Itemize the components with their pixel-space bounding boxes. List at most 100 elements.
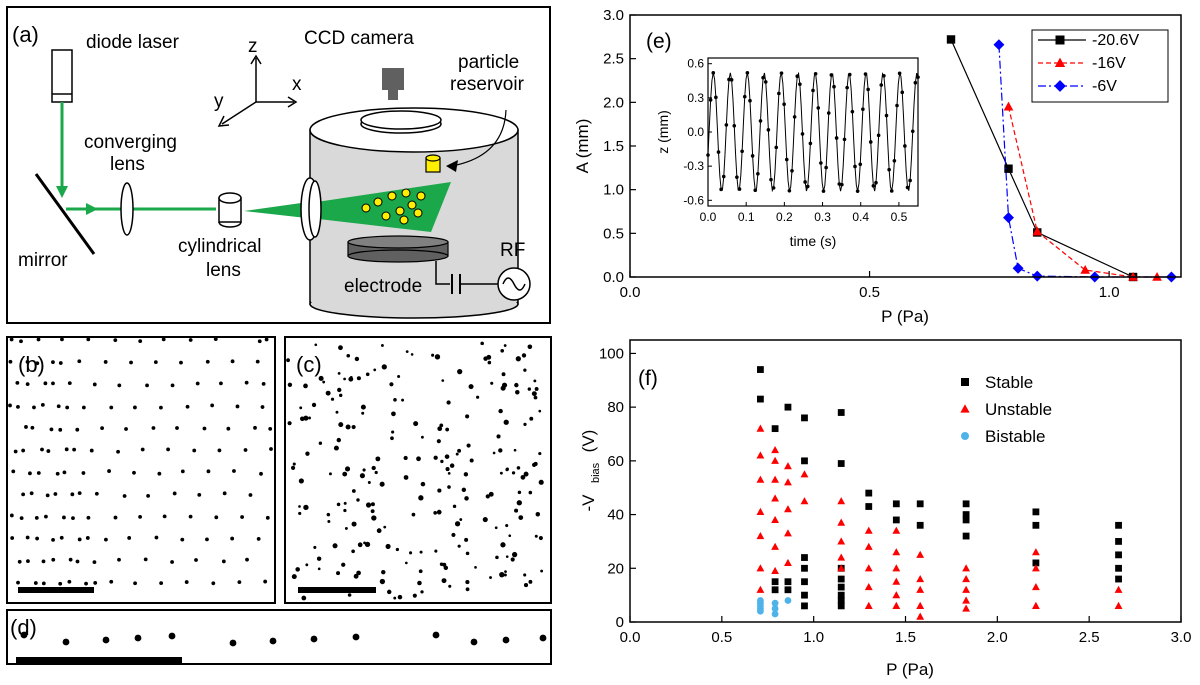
chart-f-point [1032,508,1040,516]
crystal-particle [133,581,137,586]
chart-f-point [837,537,846,545]
chart-e-inset-frame [707,57,919,207]
inset-point [905,185,910,190]
chart-f-point [771,515,780,524]
liquid-particle [508,534,512,538]
crystal-particle [62,515,66,520]
liquid-particle [343,377,346,381]
chart-f-point [916,612,925,620]
crystal-particle [221,559,226,564]
chart-f-point [1032,521,1040,529]
liquid-particle [367,481,371,484]
liquid-particle [364,541,371,548]
chart-f-point [962,532,970,540]
chart-f-point [1031,564,1040,572]
chart-f-point [756,507,765,515]
chart-f-point [801,578,808,586]
chart-f-plot-frame [629,339,1182,623]
inset-point [716,150,721,154]
inset-point [784,157,789,162]
inset-point [887,167,891,172]
crystal-particle [86,337,91,342]
chart-f-point [801,602,808,610]
liquid-particle [393,596,397,600]
chart-f-point [801,591,808,599]
chart-e-point [1032,226,1043,236]
inset-point [866,87,870,92]
crystal-particle [92,382,97,387]
panel-a-schematic: (a) diode laser CCD camera z x y particl… [12,22,531,319]
liquid-particle [365,372,370,377]
liquid-particle [527,344,533,350]
liquid-particle [434,549,438,553]
chart-e-xtick-label: 0.0 [620,284,641,301]
crystal-particle [30,425,35,430]
legend-f-series-3: Bistable [985,427,1045,446]
liquid-particle [494,526,498,530]
liquid-particle [518,515,524,520]
crystal-particle [81,405,86,410]
chart-f-point [801,554,808,561]
crystal-particle [124,427,128,431]
liquid-particle [339,393,343,398]
liquid-particle [482,516,488,523]
crystal-particle [237,580,242,585]
crystal-particle [72,447,77,452]
chart-e-series-line [1007,106,1158,278]
chart-e-xlabel: P (Pa) [881,307,929,326]
crystal-particle [230,359,235,364]
chart-e-inset: 0.0 0.1 0.2 0.3 0.4 0.5 -0.6 -0.3 0.0 0.3 0.6 time… [655,57,920,249]
chart-f-ylabel-sub: bias [590,462,602,483]
chart-f-point [1115,551,1122,559]
crystal-particle [235,404,240,409]
inset-point [847,72,852,77]
liquid-particle [326,512,331,517]
reservoir-pointer-arrow [451,109,507,167]
chart-f-point [864,564,873,572]
liquid-particle [465,587,470,592]
crystal-particle [132,470,136,475]
liquid-particle [445,467,450,472]
chain-particle [229,639,237,647]
liquid-particle [492,451,496,455]
crystal-particle [40,447,44,452]
panel-f-label: (f) [638,367,658,390]
liquid-particle [523,422,527,426]
crystal-particle [188,338,193,342]
crystal-particle [36,471,41,475]
cylindrical-lens-label-2: lens [206,260,241,281]
liquid-particle [418,495,424,501]
crystal-particle [64,447,69,452]
crystal-particle [43,381,48,386]
liquid-particle [295,567,300,572]
chart-f-ylabel-main: -V [579,494,598,512]
inset-point [763,80,768,84]
chain-particle [432,631,440,639]
chart-f-xtick-label: 1.5 [895,629,916,646]
crystal-particle [19,516,24,521]
chart-f-point [837,597,845,604]
crystal-particle [245,557,249,562]
inset-point [900,90,905,95]
inset-point [871,184,876,188]
crystal-particle [10,536,15,540]
inset-point [792,115,797,119]
liquid-particle [486,354,492,360]
chart-e-legend: -20.6V -16V -6V [1031,29,1169,103]
liquid-particle [420,590,424,594]
inset-point [750,154,755,158]
particle-reservoir-label-2: reservoir [450,74,525,95]
liquid-particle [449,463,455,468]
inset-point [876,133,881,138]
crystal-particle [53,492,58,496]
liquid-particle [499,571,505,578]
legend-e-series-3: -6V [1092,78,1117,95]
liquid-particle [538,451,542,456]
chart-f-point [892,500,900,508]
liquid-particle [436,509,442,515]
liquid-particle [515,390,520,395]
chart-f-ytick-label: 40 [607,507,624,524]
chart-f-legend-marker [960,404,970,413]
liquid-particle [375,456,381,462]
liquid-particle [528,579,533,584]
